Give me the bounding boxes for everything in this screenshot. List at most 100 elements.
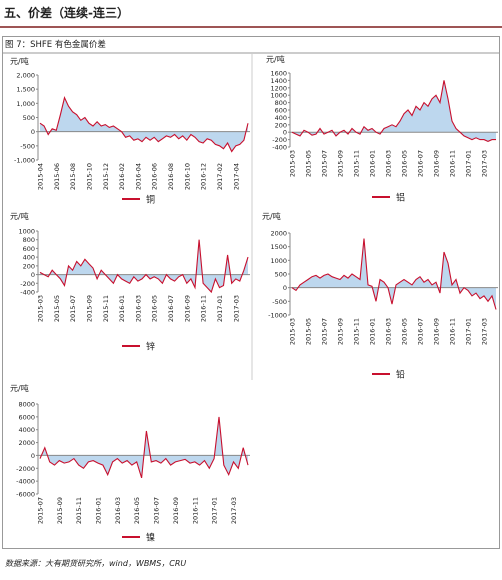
y-tick-label: 400: [23, 254, 35, 262]
y-tick-label: -200: [272, 136, 287, 144]
y-axis-label: 元/吨: [10, 211, 29, 221]
x-tick-label: 2015-09: [337, 150, 345, 177]
y-tick-label: 1500: [270, 243, 287, 251]
y-tick-label: 1600: [270, 70, 287, 78]
x-tick-label: 2016-03: [114, 497, 122, 524]
figure-caption: 图 7：SHFE 有色金属价差: [5, 39, 106, 50]
x-tick-label: 2015-03: [289, 150, 297, 177]
y-tick-label: -1,000: [14, 157, 35, 165]
x-tick-label: 2016-12: [200, 163, 208, 190]
x-tick-label: 2015-09: [85, 295, 93, 322]
x-tick-label: 2015-03: [289, 318, 297, 345]
y-tick-label: -4000: [16, 478, 35, 486]
series-line: [291, 80, 496, 143]
x-tick-label: 2016-09: [433, 150, 441, 177]
y-tick-label: -500: [272, 298, 287, 306]
legend-label: 锌: [146, 341, 155, 353]
x-tick-label: 2016-03: [385, 318, 393, 345]
x-tick-label: 2015-07: [321, 318, 329, 345]
x-tick-label: 2015-08: [69, 163, 77, 190]
y-tick-label: 1000: [18, 228, 35, 236]
area-fill: [40, 239, 248, 292]
y-tick-label: 0: [31, 452, 35, 460]
x-tick-label: 2016-07: [417, 318, 425, 345]
x-tick-label: 2016-01: [369, 150, 377, 177]
x-tick-label: 2015-09: [56, 497, 64, 524]
y-axis-label: 元/吨: [262, 211, 281, 221]
x-tick-label: 2016-11: [449, 150, 457, 177]
x-tick-label: 2015-11: [353, 318, 361, 345]
x-tick-label: 2016-01: [369, 318, 377, 345]
y-tick-label: -500: [20, 142, 35, 150]
x-tick-label: 2016-11: [200, 295, 208, 322]
legend-label: 镍: [146, 532, 155, 544]
x-tick-label: 2017-03: [230, 497, 238, 524]
source-note: 数据来源：大有期货研究所，wind，WBMS，CRU: [5, 559, 186, 568]
y-tick-label: 2000: [18, 439, 35, 447]
y-tick-label: 1400: [270, 77, 287, 85]
y-tick-label: 800: [275, 99, 287, 107]
x-tick-label: 2016-08: [167, 163, 175, 190]
y-tick-label: 0: [31, 128, 35, 136]
x-tick-label: 2017-01: [465, 318, 473, 345]
y-tick-label: 6000: [18, 413, 35, 421]
x-tick-label: 2016-11: [449, 318, 457, 345]
y-tick-label: 0: [283, 129, 287, 137]
section-title: 五、价差（连续-连三）: [4, 5, 129, 20]
x-tick-label: 2016-09: [183, 295, 191, 322]
x-tick-label: 2017-03: [232, 295, 240, 322]
legend-label: 铝: [396, 192, 405, 204]
legend-label: 铅: [396, 369, 405, 381]
x-tick-label: 2016-03: [385, 150, 393, 177]
y-tick-label: 1,500: [16, 86, 35, 94]
x-tick-label: 2015-06: [53, 163, 61, 190]
y-tick-label: 200: [23, 262, 35, 270]
y-tick-label: -6000: [16, 491, 35, 499]
x-tick-label: 2016-05: [401, 150, 409, 177]
y-tick-label: 1,000: [16, 100, 35, 108]
legend-label: 铜: [146, 194, 155, 206]
y-axis-label: 元/吨: [10, 383, 29, 393]
y-tick-label: 600: [23, 245, 35, 253]
y-tick-label: 1000: [270, 257, 287, 265]
y-axis-label: 元/吨: [10, 56, 29, 66]
x-tick-label: 2016-01: [118, 295, 126, 322]
x-tick-label: 2016-07: [153, 497, 161, 524]
x-tick-label: 2016-06: [151, 163, 159, 190]
y-tick-label: 600: [275, 107, 287, 115]
y-tick-label: 400: [275, 114, 287, 122]
x-tick-label: 2015-11: [353, 150, 361, 177]
y-tick-label: 800: [23, 236, 35, 244]
x-tick-label: 2015-05: [53, 295, 61, 322]
series-line: [291, 238, 497, 310]
y-tick-label: 0: [31, 271, 35, 279]
x-tick-label: 2015-07: [37, 497, 45, 524]
y-tick-label: 1200: [270, 84, 287, 92]
x-tick-label: 2017-03: [481, 150, 489, 177]
x-tick-label: 2015-12: [102, 163, 110, 190]
x-tick-label: 2015-10: [85, 163, 93, 190]
y-tick-label: 1000: [270, 92, 287, 100]
x-tick-label: 2016-04: [134, 163, 142, 190]
series-line: [39, 239, 249, 294]
x-tick-label: 2015-11: [75, 497, 83, 524]
x-tick-label: 2017-02: [216, 163, 224, 190]
x-tick-label: 2017-03: [481, 318, 489, 345]
x-tick-label: 2015-09: [337, 318, 345, 345]
x-tick-label: 2016-09: [172, 497, 180, 524]
y-tick-label: -400: [272, 144, 287, 152]
x-tick-label: 2015-05: [305, 150, 313, 177]
x-tick-label: 2015-11: [102, 295, 110, 322]
y-tick-label: 8000: [18, 401, 35, 409]
x-tick-label: 2015-07: [69, 295, 77, 322]
y-tick-label: 0: [283, 284, 287, 292]
area-fill: [40, 416, 248, 478]
x-tick-label: 2016-03: [134, 295, 142, 322]
y-tick-label: 2,000: [16, 72, 35, 80]
x-tick-label: 2015-04: [37, 163, 45, 190]
x-tick-label: 2017-01: [211, 497, 219, 524]
area-fill: [40, 97, 248, 152]
area-fill: [292, 238, 496, 310]
y-tick-label: 4000: [18, 426, 35, 434]
